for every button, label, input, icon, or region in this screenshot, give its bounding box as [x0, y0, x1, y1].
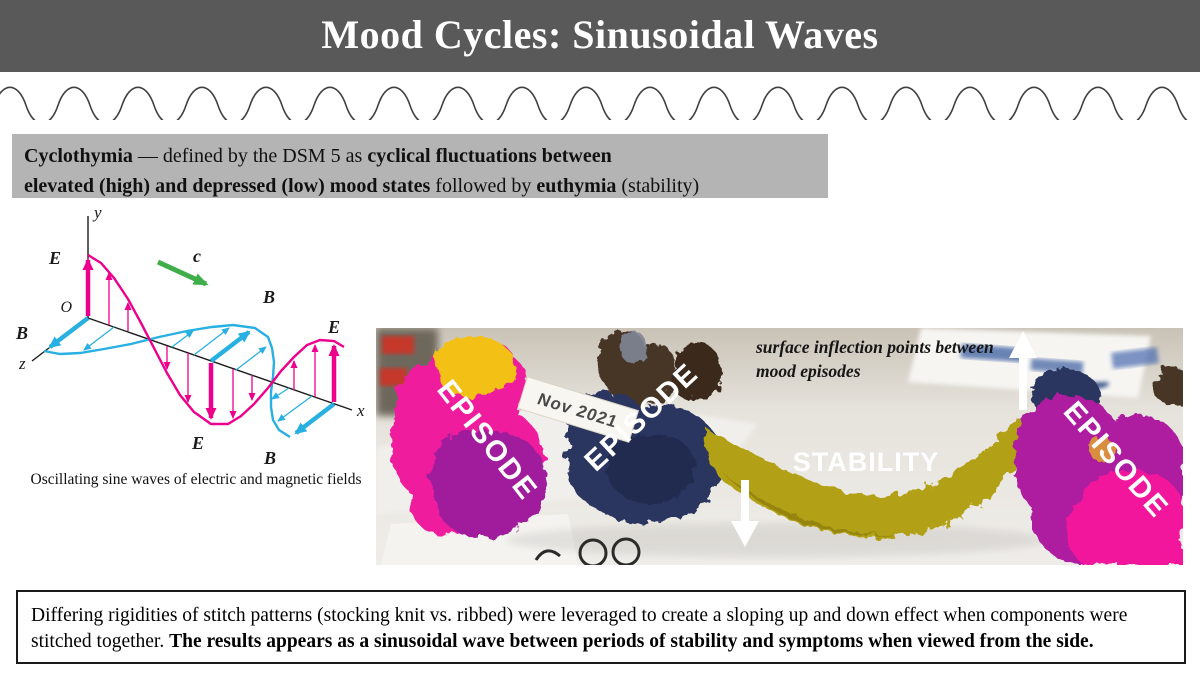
- footer-text-normal: Differing rigidities of stitch patterns …: [31, 605, 1128, 653]
- knitted-mood-photo: surface inflection points between mood e…: [376, 328, 1183, 565]
- propagation-arrow: [156, 259, 209, 287]
- origin-label: O: [60, 299, 72, 316]
- up-arrow: [1009, 331, 1037, 410]
- inflection-arrows: [731, 331, 1037, 547]
- em-wave-diagram: y x z O c E⃗ E⃗ E⃗ B⃗ B⃗ B⃗: [15, 204, 365, 468]
- footer-box: Differing rigidities of stitch patterns …: [16, 590, 1186, 664]
- definition-bold-2: elevated (high) and depressed (low) mood…: [24, 175, 431, 197]
- knit-orange-bit: [1089, 438, 1117, 462]
- definition-bold-3: euthymia: [536, 175, 617, 197]
- x-axis-label: x: [356, 401, 365, 420]
- y-axis-label: y: [92, 204, 102, 222]
- annotation-line-2: mood episodes: [756, 361, 861, 381]
- sine-wave-path: [0, 86, 1188, 120]
- definition-term: Cyclothymia: [24, 145, 133, 167]
- b-field-label-top: B⃗: [262, 287, 289, 307]
- em-diagram-caption: Oscillating sine waves of electric and m…: [30, 471, 362, 488]
- definition-text-1: — defined by the DSM 5 as: [132, 145, 368, 167]
- red-lettering-blur-2: [380, 368, 407, 386]
- inflection-annotation: surface inflection points between mood e…: [755, 337, 994, 381]
- axes: [31, 216, 353, 411]
- electric-field-wave: [82, 253, 345, 426]
- annotation-line-1: surface inflection points between: [755, 337, 994, 357]
- red-lettering-blur-1: [382, 336, 414, 354]
- title-banner: Mood Cycles: Sinusoidal Waves: [0, 0, 1200, 72]
- electric-field-arrows: [105, 272, 319, 419]
- handwriting-loops: [534, 537, 641, 565]
- knit-brown-tuft-2: [673, 342, 722, 401]
- electric-field-bold-arrows: [82, 258, 340, 420]
- magnetic-field-bold-arrows: [48, 316, 336, 435]
- magnetic-field-arrows: [83, 326, 313, 422]
- knit-gray-tuft: [620, 332, 648, 364]
- definition-text-3: (stability): [616, 175, 700, 197]
- footer-text-bold: The results appears as a sinusoidal wave…: [169, 631, 1094, 653]
- definition-text-2: followed by: [430, 175, 537, 197]
- blue-label-blur-3: [1111, 347, 1159, 369]
- x-axis: [87, 317, 353, 411]
- e-field-label-bottom: E⃗: [191, 433, 218, 453]
- page-title: Mood Cycles: Sinusoidal Waves: [321, 12, 879, 57]
- e-field-label-right: E⃗: [327, 317, 354, 337]
- diagram-labels: y x z O c E⃗ E⃗ E⃗ B⃗ B⃗ B⃗: [15, 204, 365, 468]
- b-field-label-bottom: B⃗: [263, 448, 290, 468]
- knit-brown-right: [1152, 367, 1183, 405]
- e-field-label-origin: E⃗: [48, 248, 75, 268]
- electric-wave-path: [87, 253, 345, 426]
- knit-purple-left: [430, 429, 547, 539]
- knit-pieces: [391, 330, 1183, 565]
- knit-brown-tuft-1: [596, 330, 676, 410]
- stability-label: STABILITY: [793, 447, 940, 477]
- b-field-label-left: B⃗: [15, 323, 42, 343]
- down-arrow: [731, 480, 759, 547]
- knit-yellow-left: [436, 336, 516, 398]
- magnetic-wave-path: [43, 323, 291, 439]
- definition-box: Cyclothymia — defined by the DSM 5 as cy…: [12, 134, 828, 198]
- knit-olive-stability: [704, 418, 1032, 539]
- magnetic-field-wave: [43, 316, 336, 439]
- knit-navy-shade: [606, 433, 696, 503]
- blue-label-blur-1: [960, 343, 1024, 363]
- knit-pink-right: [1068, 470, 1183, 565]
- z-axis-label: z: [18, 354, 26, 373]
- sine-wave-divider: [0, 86, 1188, 120]
- definition-bold-1: cyclical fluctuations between: [367, 145, 612, 167]
- speed-of-light-label: c: [193, 246, 201, 266]
